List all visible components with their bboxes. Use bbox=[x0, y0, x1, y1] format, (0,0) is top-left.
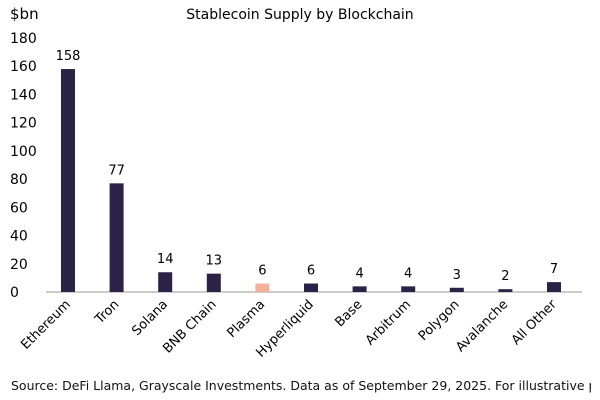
bars bbox=[61, 69, 561, 293]
y-tick-label: 40 bbox=[10, 229, 28, 245]
bar-solana bbox=[158, 272, 173, 292]
chart-title: Stablecoin Supply by Blockchain bbox=[186, 7, 413, 23]
x-tick-label-arbitrum: Arbitrum bbox=[363, 297, 414, 348]
bar-bnb-chain bbox=[206, 273, 221, 292]
y-axis-ticks: 0 20 40 60 80 100 120 140 160 180 bbox=[10, 31, 37, 301]
y-tick-label: 80 bbox=[10, 172, 28, 188]
x-tick-label-solana: Solana bbox=[129, 297, 171, 339]
y-tick-label: 60 bbox=[10, 200, 28, 216]
x-tick-label-all-other: All Other bbox=[509, 297, 560, 348]
y-tick-label: 140 bbox=[10, 87, 37, 103]
data-label-plasma: 6 bbox=[258, 264, 266, 279]
data-label-ethereum: 158 bbox=[56, 49, 81, 64]
x-tick-label-tron: Tron bbox=[92, 297, 123, 328]
data-labels: 158 77 14 13 6 6 4 4 3 2 7 bbox=[56, 49, 559, 284]
x-tick-label-plasma: Plasma bbox=[225, 297, 269, 341]
data-label-all-other: 7 bbox=[550, 262, 558, 277]
data-label-avalanche: 2 bbox=[501, 269, 509, 284]
bar-tron bbox=[109, 183, 124, 292]
y-tick-label: 0 bbox=[10, 285, 19, 301]
x-tick-label-base: Base bbox=[332, 297, 365, 330]
bar-plasma bbox=[255, 283, 270, 292]
bar-polygon bbox=[449, 287, 464, 292]
data-label-arbitrum: 4 bbox=[404, 266, 412, 281]
x-tick-label-ethereum: Ethereum bbox=[18, 297, 74, 353]
bar-base bbox=[352, 286, 367, 292]
y-tick-label: 20 bbox=[10, 257, 28, 273]
bar-hyperliquid bbox=[304, 283, 318, 292]
y-tick-label: 100 bbox=[10, 144, 37, 160]
y-tick-label: 180 bbox=[10, 31, 37, 47]
y-axis-unit-label: $bn bbox=[10, 5, 39, 23]
bar-ethereum bbox=[61, 69, 75, 293]
bar-arbitrum bbox=[401, 286, 416, 292]
data-label-solana: 14 bbox=[157, 252, 174, 267]
data-label-hyperliquid: 6 bbox=[307, 264, 315, 279]
data-label-tron: 77 bbox=[108, 163, 125, 178]
data-label-polygon: 3 bbox=[453, 268, 461, 283]
y-tick-label: 160 bbox=[10, 59, 37, 75]
source-note: Source: DeFi Llama, Grayscale Investment… bbox=[11, 378, 591, 393]
x-tick-label-polygon: Polygon bbox=[416, 297, 463, 344]
x-tick-label-avalanche: Avalanche bbox=[453, 297, 511, 355]
bar-avalanche bbox=[498, 289, 513, 292]
data-label-bnb-chain: 13 bbox=[206, 254, 223, 269]
bar-all-other bbox=[547, 282, 561, 292]
data-label-base: 4 bbox=[355, 266, 363, 281]
y-tick-label: 120 bbox=[10, 116, 37, 132]
